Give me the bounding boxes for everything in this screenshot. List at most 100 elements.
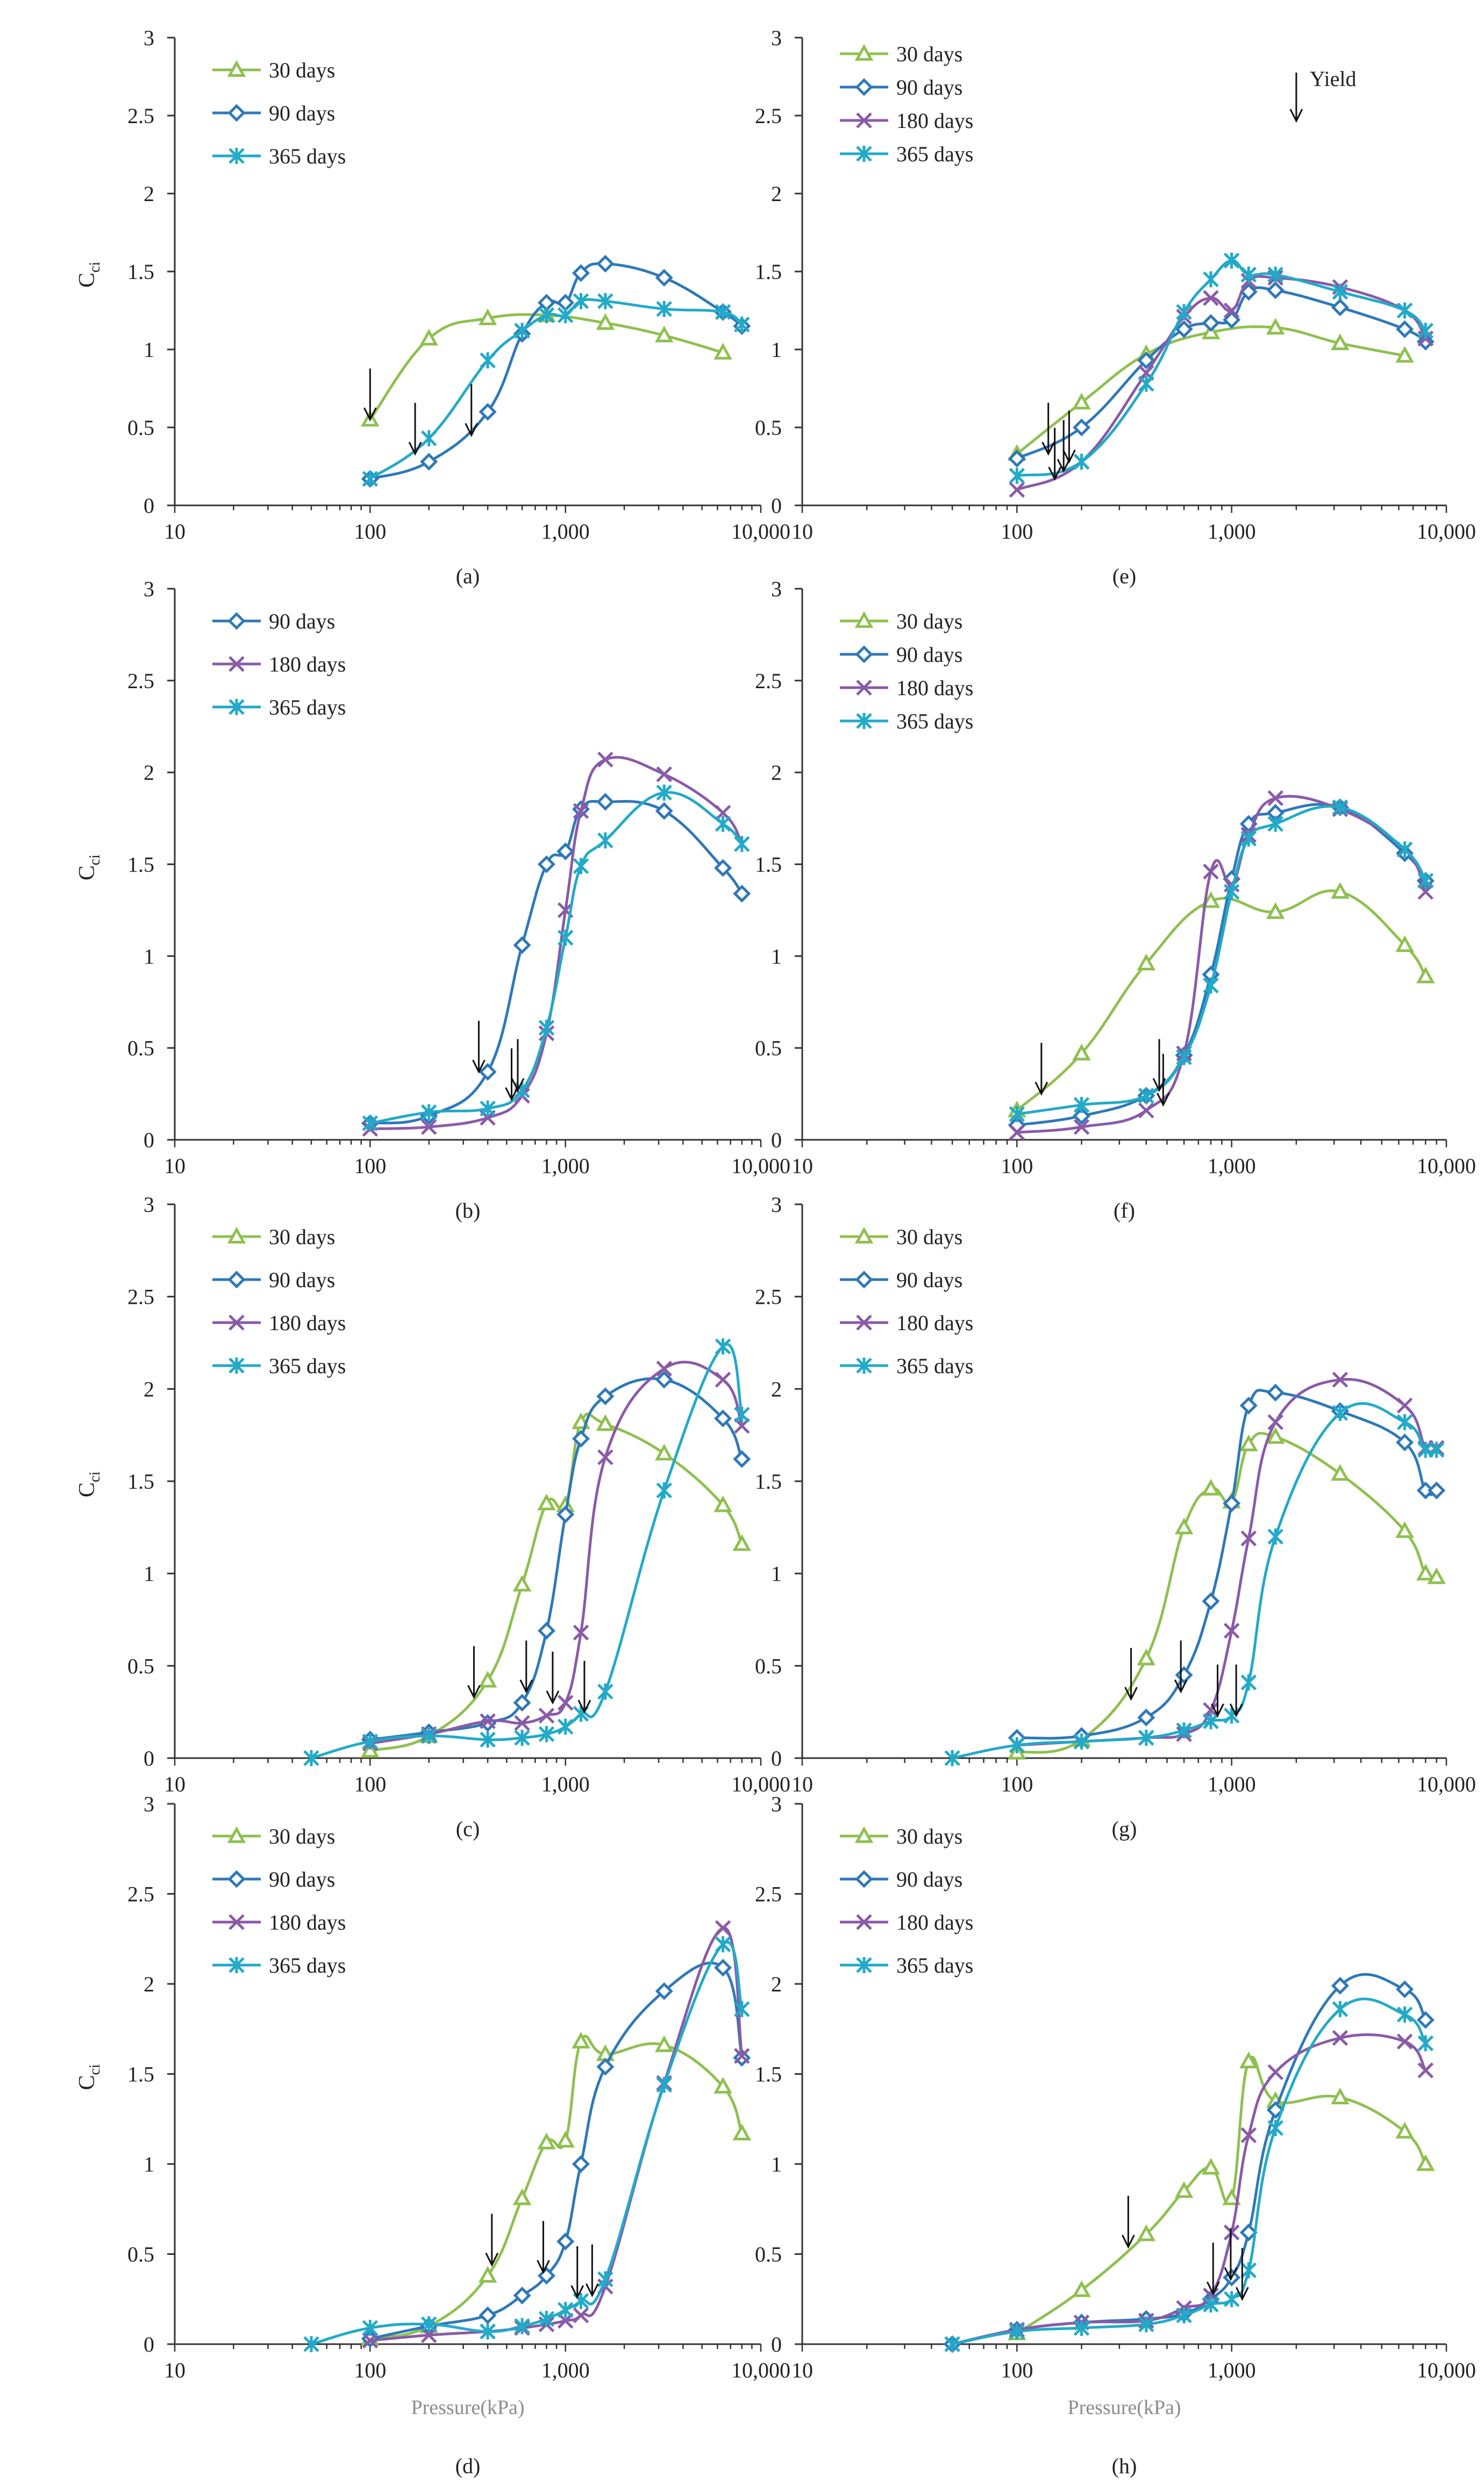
series-line [369,2034,744,2340]
legend-marker [856,713,872,729]
data-point [1203,977,1219,994]
y-axis-label: Cci [75,262,103,288]
data-point [655,802,673,820]
data-point [1267,1414,1283,1430]
data-point [1395,935,1414,952]
legend-marker [854,1226,874,1244]
data-point [1223,1494,1241,1512]
legend: 30 days 90 days 180 days 365 days [840,42,973,166]
data-point [1332,2030,1349,2046]
panel-label: (d) [455,2454,481,2478]
legend-marker [227,612,246,630]
yield-arrow [519,1640,533,1694]
data-point [734,1406,750,1423]
y-tick-label: 1.5 [127,853,154,877]
data-point [714,342,732,360]
data-point [655,1982,673,2000]
y-axis-label-sub: ci [87,2064,103,2075]
data-point [1428,1481,1446,1499]
series-line [952,1973,1427,2346]
data-point [362,1733,379,1750]
yield-arrow [465,384,479,437]
series-line [369,1961,744,2340]
data-point [1332,2001,1349,2017]
legend-entry: 90 days [269,1867,335,1891]
data-point [1176,2307,1192,2324]
data-point [1267,816,1283,832]
data-point [1223,1623,1240,1639]
data-point [596,254,615,273]
series-30-days [1008,2051,1435,2340]
data-point [1223,2224,1240,2241]
data-point [573,803,589,819]
legend-marker [854,611,874,628]
data-point [715,1936,731,1953]
x-tick-label: 10 [164,1772,186,1796]
data-point [420,2316,437,2333]
y-tick-label: 1 [771,338,782,362]
data-point [1396,2006,1413,2023]
y-tick-label: 3 [771,1192,782,1217]
series-365-days [362,784,750,1132]
x-axis-label: Pressure(kPa) [411,2396,524,2419]
panel-label: (g) [1112,1817,1137,1841]
yield-arrow [408,403,422,456]
legend-entry: 365 days [896,142,973,166]
y-axis-label-sub: ci [87,262,103,273]
legend-entry: 30 days [269,1225,335,1249]
legend: 90 days 180 days 365 days [212,609,346,719]
y-tick-label: 2.5 [755,669,782,693]
data-point [361,1741,380,1758]
data-point [1073,2319,1090,2336]
data-point [1266,902,1285,919]
data-point [1239,2223,1258,2241]
data-point [715,1920,731,1936]
chart-panel-f: 0 0.5 1 1.5 2 2.5 3 10 100 1,000 10,000 (f) 30 days 9… [755,577,1476,1223]
chart-panel-g: 0 0.5 1 1.5 2 2.5 3 10 100 1,000 10,000 (g) 30 days 9… [755,1192,1476,1841]
y-tick-label: 1.5 [755,1469,782,1494]
data-point [1201,891,1221,908]
legend-marker [856,1315,872,1331]
data-point [1137,2224,1156,2241]
legend-entry: 90 days [896,1867,962,1891]
legend: 30 days 90 days 180 days 365 days [212,1824,346,1977]
yield-arrow [1062,410,1076,464]
data-point [1239,1396,1258,1415]
yield-arrow [570,2246,584,2300]
data-point [714,1409,732,1427]
data-point [573,1624,589,1641]
y-tick-label: 0.5 [755,416,782,440]
legend-entry: 365 days [896,1953,973,1977]
y-tick-label: 2 [771,1377,782,1401]
x-axis-label: Pressure(kPa) [1067,2396,1181,2419]
series-30-days [361,305,732,427]
y-axis-label: Cci [75,854,103,880]
data-point [596,1387,615,1405]
y-tick-label: 2 [144,1377,154,1401]
legend-marker [855,645,873,663]
data-point [1428,1441,1445,1458]
data-point [572,2032,590,2049]
data-point [537,855,555,874]
y-tick-label: 1 [771,1562,782,1586]
data-point [480,2323,496,2340]
data-point [714,1495,732,1512]
data-point [538,307,555,324]
series-line [1016,286,1426,460]
data-point [1072,392,1091,410]
yield-arrow [505,1048,518,1102]
legend-entry: 180 days [896,1910,973,1934]
legend-marker [229,1358,245,1374]
yield-arrow [472,1020,486,1074]
legend-marker [227,1870,246,1888]
data-point [1331,1464,1350,1481]
series-365-days [362,293,750,487]
data-point [1332,1372,1349,1388]
x-tick-label: 100 [1001,1154,1033,1178]
data-point [1240,830,1257,847]
legend-entry: 30 days [896,1824,962,1848]
legend-marker [856,1358,872,1374]
